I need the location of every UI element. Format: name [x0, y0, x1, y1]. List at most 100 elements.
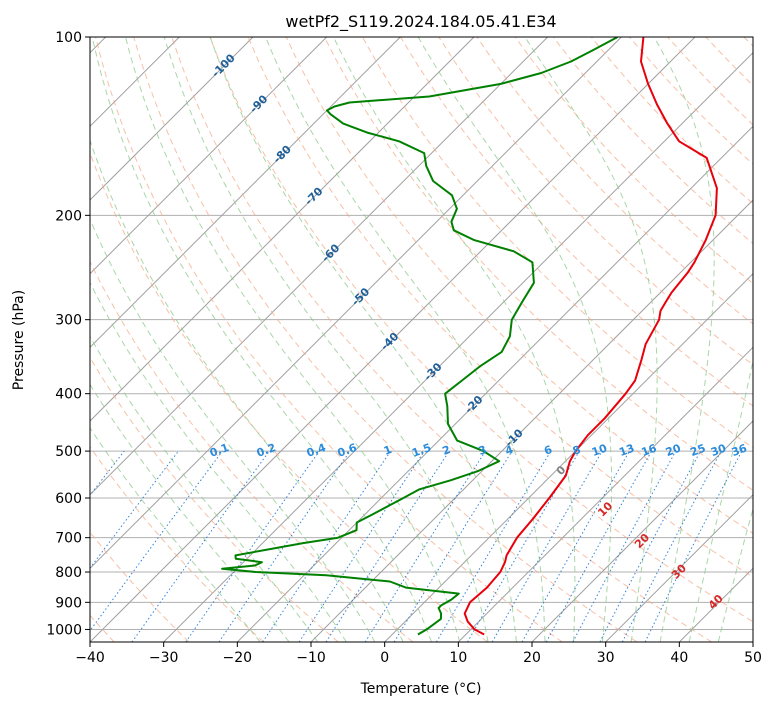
mixing-ratio-label: 0.2	[255, 441, 278, 460]
moist-adiabat-line	[90, 383, 290, 642]
mixing-ratio-label: 25	[689, 442, 708, 459]
mixing-ratio-label: 16	[640, 442, 659, 460]
mixing-ratio-label: 3	[477, 443, 489, 458]
x-tick-label: −30	[149, 650, 179, 666]
mixing-ratio-label: 8	[571, 443, 583, 458]
y-axis-label: Pressure (hPa)	[11, 290, 27, 390]
moist-adiabat-line	[91, 37, 432, 642]
mixing-ratio-label: 1	[382, 443, 394, 458]
mixing-ratio-line	[131, 450, 270, 642]
x-tick-label: 50	[744, 650, 762, 666]
temperature-profile-line	[463, 37, 718, 636]
x-tick-label: 0	[380, 650, 389, 666]
mixing-ratio-label: 13	[617, 442, 636, 459]
isotherm-line	[384, 272, 753, 642]
isotherm-line	[605, 493, 753, 642]
moist-adiabat-line	[265, 37, 546, 642]
isotherm-line	[163, 51, 753, 642]
isotherm-line	[90, 37, 549, 496]
plot-area	[90, 37, 753, 642]
mixing-ratio-line	[521, 450, 630, 642]
mixing-ratio-label: 20	[664, 442, 683, 460]
isotherm-line	[236, 125, 753, 642]
mixing-ratio-label: 0.1	[208, 441, 231, 460]
mixing-ratio-label: 2	[441, 443, 453, 458]
dry-adiabat-line	[476, 37, 753, 325]
mixing-ratio-label: 6	[542, 443, 554, 458]
moist-adiabat-line	[209, 37, 517, 642]
isotherm-line	[90, 37, 696, 642]
y-tick-label: 500	[55, 444, 82, 460]
moist-adiabat-line	[90, 218, 376, 642]
moist-adiabat-line	[688, 358, 753, 642]
mixing-ratio-label: 36	[730, 442, 749, 460]
mixing-ratio-label: 0.4	[305, 441, 328, 460]
x-tick-label: 20	[523, 650, 541, 666]
moist-adiabat-line	[90, 281, 347, 642]
moist-adiabat-line	[90, 138, 404, 642]
isotherm-line	[90, 37, 254, 201]
x-tick-label: 10	[449, 650, 467, 666]
isotherm-line	[90, 37, 622, 570]
moist-adiabat-line	[163, 37, 489, 642]
mixing-ratio-label: 0.6	[336, 441, 359, 460]
moist-adiabat-line	[717, 506, 753, 642]
dry-adiabat-line	[90, 260, 414, 642]
x-tick-label: −20	[223, 650, 253, 666]
series-layer	[221, 37, 718, 636]
isotherm-line	[90, 37, 475, 422]
dry-adiabat-line	[95, 37, 563, 642]
mixing-ratio-line	[185, 450, 320, 642]
mixing-ratio-label: 4	[503, 443, 515, 458]
isotherm-line	[90, 37, 401, 349]
dry-adiabat-line	[90, 445, 264, 642]
y-tick-label: 900	[55, 595, 82, 611]
moist-adiabat-line	[417, 37, 613, 642]
x-axis-label: Temperature (°C)	[360, 681, 482, 697]
y-tick-label: 700	[55, 531, 82, 547]
mixing-ratio-line	[218, 450, 351, 642]
isotherm-line	[457, 346, 753, 642]
y-tick-label: 100	[55, 30, 82, 46]
moist-adiabat-line	[524, 37, 658, 642]
dry-adiabat-line	[285, 37, 753, 535]
mixing-ratio-line	[545, 450, 653, 642]
dry-adiabat-line	[514, 37, 753, 285]
y-tick-label: 800	[55, 565, 82, 581]
mixing-ratio-line	[298, 450, 425, 642]
grid-layer	[90, 37, 753, 642]
y-tick-label: 1000	[46, 622, 82, 638]
mixing-ratio-line	[262, 450, 392, 642]
y-tick-label: 600	[55, 491, 82, 507]
mixing-ratio-line	[90, 450, 223, 632]
dewpoint-profile-line	[221, 37, 619, 636]
x-tick-label: −40	[75, 650, 105, 666]
x-tick-label: 40	[670, 650, 688, 666]
isotherm-line	[752, 641, 753, 642]
isotherm-line	[531, 420, 753, 642]
axis-layer: −40 −30 −20 −10 0 10 20 30 40 5010020030040050060…	[46, 30, 762, 666]
mixing-ratio-label: 1.5	[410, 441, 433, 460]
dry-adiabat-line	[209, 37, 753, 623]
plot-frame	[89, 36, 754, 643]
dry-adiabat-line	[323, 37, 753, 491]
moist-adiabat-line	[125, 37, 461, 642]
dry-adiabat-line	[171, 37, 712, 642]
x-tick-label: 30	[597, 650, 615, 666]
moist-adiabat-line	[653, 37, 715, 642]
x-tick-label: −10	[296, 650, 326, 666]
mixing-ratio-line	[90, 450, 179, 569]
chart-title: wetPf2_S119.2024.184.05.41.E34	[285, 12, 556, 32]
isotherm-line	[90, 37, 328, 275]
moist-adiabat-line	[90, 335, 319, 642]
moist-adiabat-line	[333, 37, 576, 642]
dry-adiabat-line	[90, 356, 339, 642]
mixing-ratio-line	[572, 450, 677, 642]
moist-adiabat-line	[90, 427, 261, 642]
y-tick-label: 200	[55, 208, 82, 224]
mixing-ratio-label: 30	[709, 442, 728, 460]
mixing-ratio-line	[325, 450, 450, 642]
dry-adiabat-line	[247, 37, 753, 578]
mixing-ratio-line	[644, 450, 743, 642]
